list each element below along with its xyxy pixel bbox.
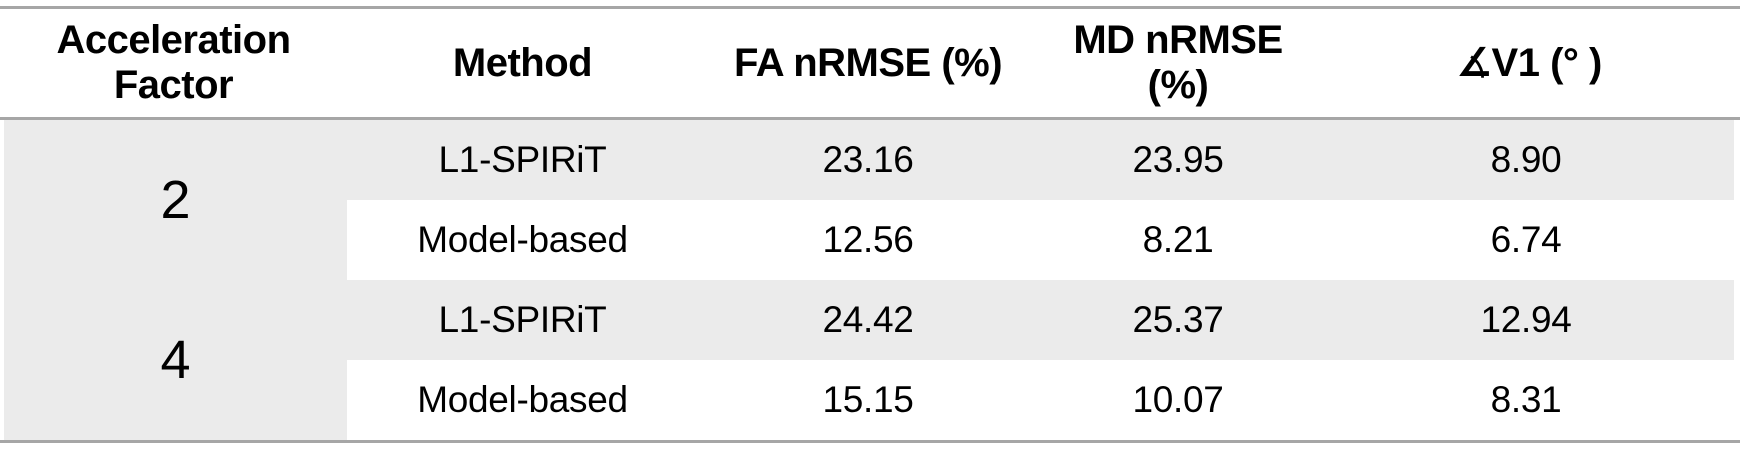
cell-v1-angle: 8.31 (1318, 360, 1734, 440)
header-md-nrmse-label: MD nRMSE (%) (1073, 18, 1283, 107)
results-table: Acceleration Factor Method FA nRMSE (%) … (0, 6, 1740, 443)
table-header-row: Acceleration Factor Method FA nRMSE (%) … (0, 9, 1740, 117)
header-acceleration-factor: Acceleration Factor (0, 9, 347, 117)
cell-fa-nrmse: 23.16 (698, 120, 1038, 200)
table-top-border (0, 6, 1740, 9)
header-fa-nrmse-label: FA nRMSE (%) (733, 40, 1003, 85)
cell-fa-nrmse: 15.15 (698, 360, 1038, 440)
factor-2-value: 2 (160, 170, 191, 230)
factor-cell-4: 4 (4, 280, 347, 440)
cell-v1-angle: 6.74 (1318, 200, 1734, 280)
cell-md-nrmse: 23.95 (1038, 120, 1318, 200)
header-md-nrmse: MD nRMSE (%) (1038, 9, 1318, 117)
cell-method: Model-based (347, 360, 698, 440)
cell-method: L1-SPIRiT (347, 120, 698, 200)
header-acceleration-factor-label: Acceleration Factor (56, 18, 291, 107)
header-method: Method (347, 9, 698, 117)
table-body: 2 L1-SPIRiT 23.16 23.95 8.90 Model-based… (0, 120, 1740, 440)
cell-method: Model-based (347, 200, 698, 280)
header-v1-angle-label: ∡V1 (° ) (1456, 40, 1602, 85)
cell-md-nrmse: 25.37 (1038, 280, 1318, 360)
factor-cell-2: 2 (4, 120, 347, 280)
cell-md-nrmse: 8.21 (1038, 200, 1318, 280)
cell-v1-angle: 12.94 (1318, 280, 1734, 360)
cell-md-nrmse: 10.07 (1038, 360, 1318, 440)
cell-fa-nrmse: 12.56 (698, 200, 1038, 280)
header-method-label: Method (452, 40, 593, 85)
table-bottom-border (0, 440, 1740, 443)
header-fa-nrmse: FA nRMSE (%) (698, 9, 1038, 117)
cell-method: L1-SPIRiT (347, 280, 698, 360)
cell-fa-nrmse: 24.42 (698, 280, 1038, 360)
header-v1-angle: ∡V1 (° ) (1318, 9, 1740, 117)
header-divider-line (0, 117, 1740, 120)
factor-4-value: 4 (160, 330, 191, 390)
table-body-grid: 2 L1-SPIRiT 23.16 23.95 8.90 Model-based… (4, 120, 1734, 440)
cell-v1-angle: 8.90 (1318, 120, 1734, 200)
